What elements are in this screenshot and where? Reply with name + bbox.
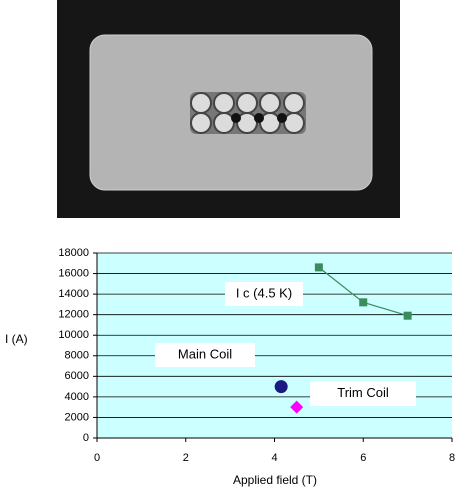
y-tick-label: 2000	[65, 411, 89, 423]
marker	[359, 298, 367, 306]
y-axis-label: I (A)	[5, 332, 28, 346]
y-tick-label: 10000	[58, 329, 89, 341]
series-label: Trim Coil	[337, 385, 389, 400]
series-label: I c (4.5 K)	[236, 285, 292, 300]
x-tick-label: 4	[271, 452, 277, 464]
marker	[315, 263, 323, 271]
y-tick-label: 8000	[65, 350, 89, 362]
page: I (A) Applied field (T) 0 2000 4000 6000 800…	[0, 0, 455, 491]
marker	[404, 312, 412, 320]
y-tick-label: 14000	[58, 288, 89, 300]
series-label: Main Coil	[178, 346, 232, 361]
y-tick-label: 16000	[58, 267, 89, 279]
y-tick-label: 0	[83, 432, 89, 444]
x-tick-label: 6	[360, 452, 366, 464]
y-tick-label: 12000	[58, 309, 89, 321]
marker	[275, 380, 288, 393]
conductor-photo	[57, 0, 400, 218]
x-axis-label: Applied field (T)	[233, 473, 317, 487]
plot-area	[97, 253, 452, 438]
y-tick-label: 4000	[65, 391, 89, 403]
x-tick-label: 2	[183, 452, 189, 464]
y-tick-label: 18000	[58, 247, 89, 259]
y-tick-label: 6000	[65, 370, 89, 382]
x-tick-label: 0	[94, 452, 100, 464]
x-tick-label: 8	[449, 452, 455, 464]
